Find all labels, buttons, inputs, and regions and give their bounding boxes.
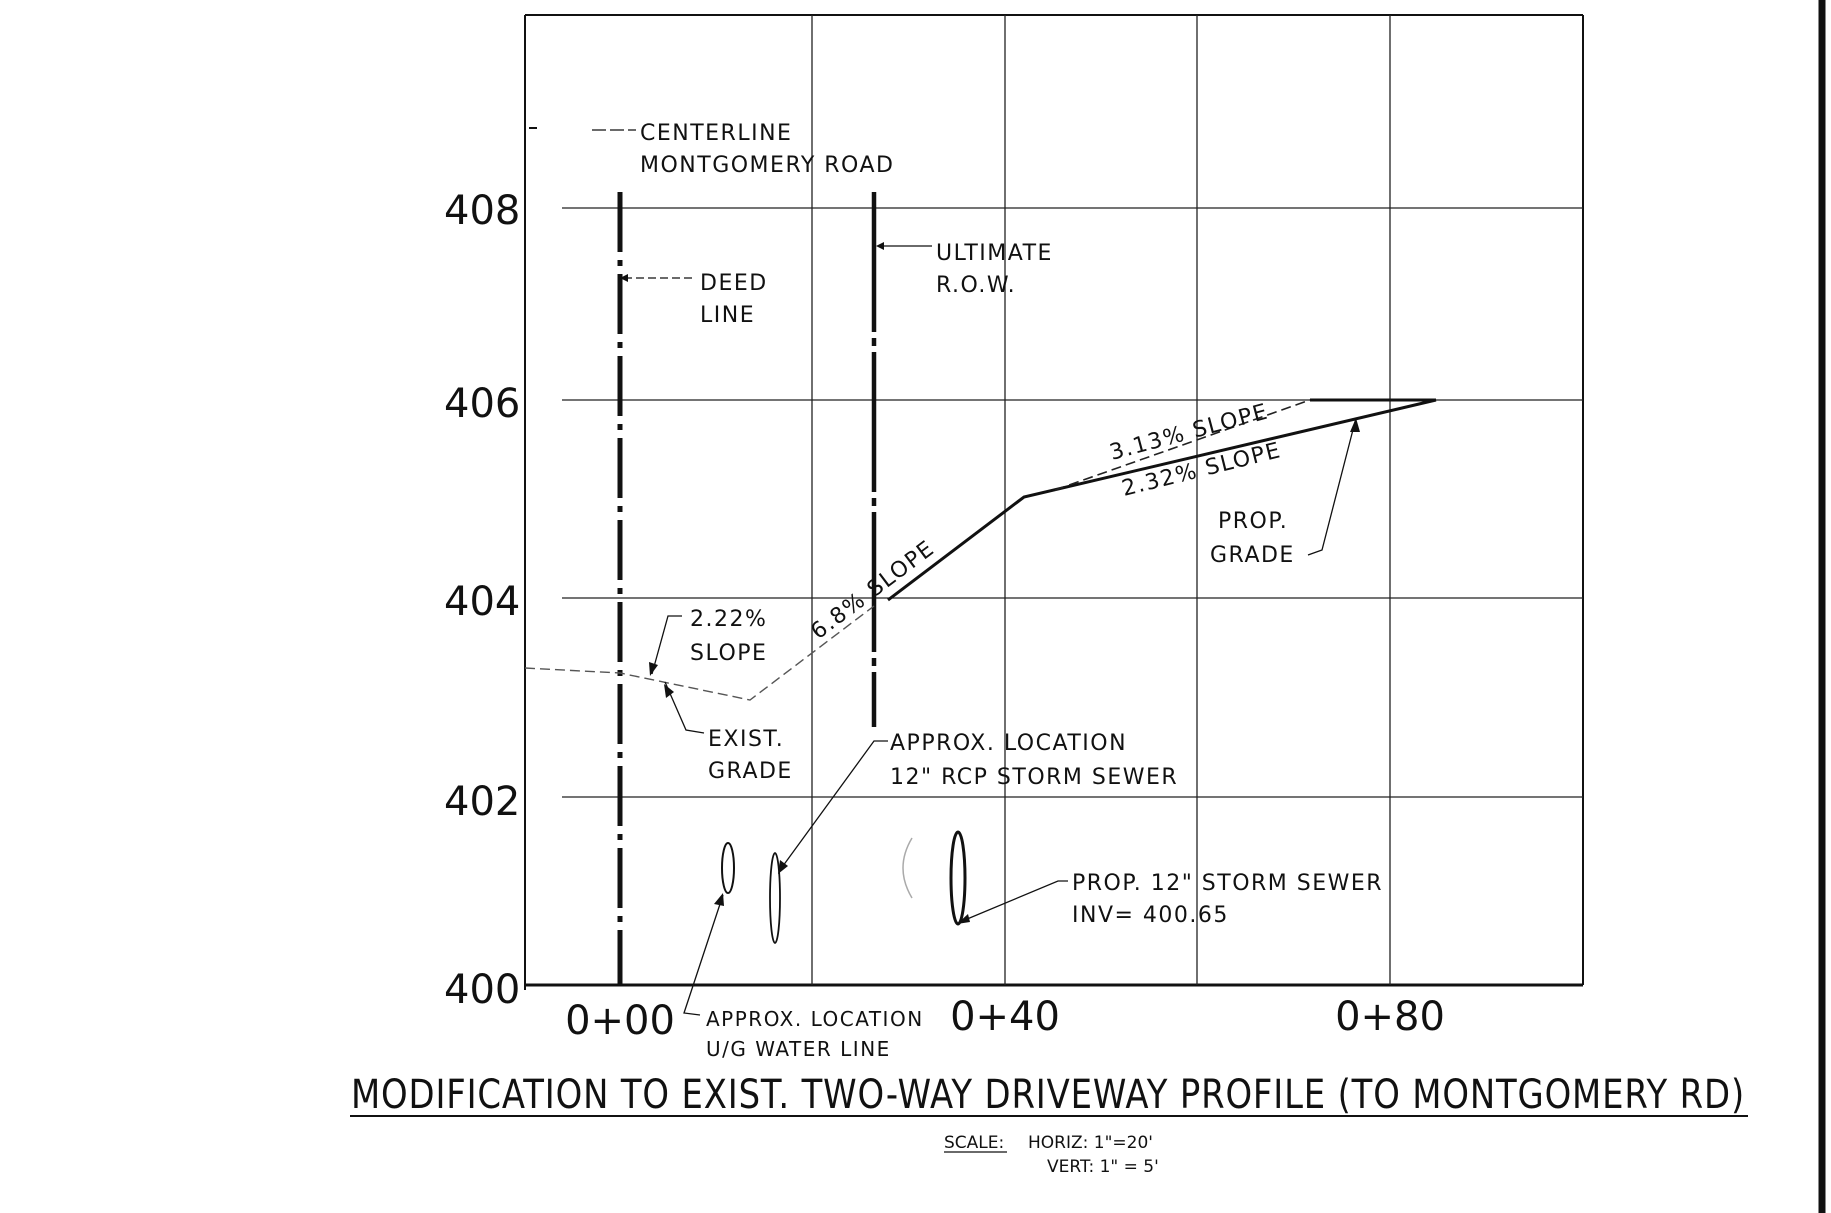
water-line-section — [721, 842, 735, 894]
x-axis: 0+00 0+40 0+80 — [565, 994, 1445, 1044]
sheet-edge-marks — [529, 0, 1826, 1213]
exist-grade-label: EXIST. — [708, 727, 784, 752]
scale-label: SCALE: — [944, 1133, 1004, 1153]
y-tick-label: 402 — [444, 779, 520, 825]
centerline-label: CENTERLINE — [640, 121, 792, 146]
scale-note: SCALE: HORIZ: 1"=20' VERT: 1" = 5' — [944, 1133, 1159, 1177]
prop-grade-label: GRADE — [1210, 543, 1295, 568]
plot-frame — [524, 14, 1584, 990]
arrowheads — [620, 242, 1360, 924]
title-text: MODIFICATION TO EXIST. TWO-WAY DRIVEWAY … — [351, 1072, 1745, 1118]
x-tick-label: 0+80 — [1335, 994, 1445, 1040]
ultimate-row-label: R.O.W. — [936, 273, 1016, 298]
exist-grade-label: GRADE — [708, 759, 793, 784]
existing-grade-line — [524, 605, 875, 701]
slope-313-line — [1054, 399, 1311, 491]
leader-lines — [592, 129, 1357, 1016]
rcp-storm-sewer-section — [769, 852, 781, 944]
slope-222-label: SLOPE — [690, 641, 767, 666]
y-tick-label: 406 — [444, 381, 520, 427]
rcp-storm-sewer-label: APPROX. LOCATION — [890, 731, 1127, 756]
rcp-storm-sewer-label: 12" RCP STORM SEWER — [890, 765, 1178, 790]
y-tick-label: 400 — [444, 967, 520, 1013]
x-tick-label: 0+40 — [950, 994, 1060, 1040]
deed-line-label: LINE — [700, 303, 755, 328]
ultimate-row-label: ULTIMATE — [936, 241, 1053, 266]
centerline-label: MONTGOMERY ROAD — [640, 153, 894, 178]
pipe-sections — [721, 830, 967, 944]
x-tick-label: 0+00 — [565, 998, 675, 1044]
scale-horiz: HORIZ: 1"=20' — [1028, 1133, 1153, 1153]
y-axis: 408 406 404 402 400 — [444, 188, 520, 1013]
proposed-grade-line — [887, 398, 1437, 602]
water-line-label: U/G WATER LINE — [706, 1037, 891, 1061]
y-tick-label: 404 — [444, 579, 520, 625]
annotations: CENTERLINE MONTGOMERY ROAD DEED LINE ULT… — [640, 121, 1383, 1061]
water-line-label: APPROX. LOCATION — [706, 1007, 924, 1031]
slope-222-label: 2.22% — [690, 607, 767, 632]
scale-vert: VERT: 1" = 5' — [1047, 1157, 1159, 1177]
prop-storm-sewer-section — [949, 830, 967, 926]
prop-storm-sewer-label: INV= 400.65 — [1072, 903, 1229, 928]
prop-grade-label: PROP. — [1218, 509, 1288, 534]
y-tick-label: 408 — [444, 188, 520, 234]
deed-line-label: DEED — [700, 271, 768, 296]
drawing-title: MODIFICATION TO EXIST. TWO-WAY DRIVEWAY … — [350, 1072, 1748, 1118]
faint-pipe-mark — [902, 837, 913, 899]
prop-storm-sewer-label: PROP. 12" STORM SEWER — [1072, 871, 1383, 896]
